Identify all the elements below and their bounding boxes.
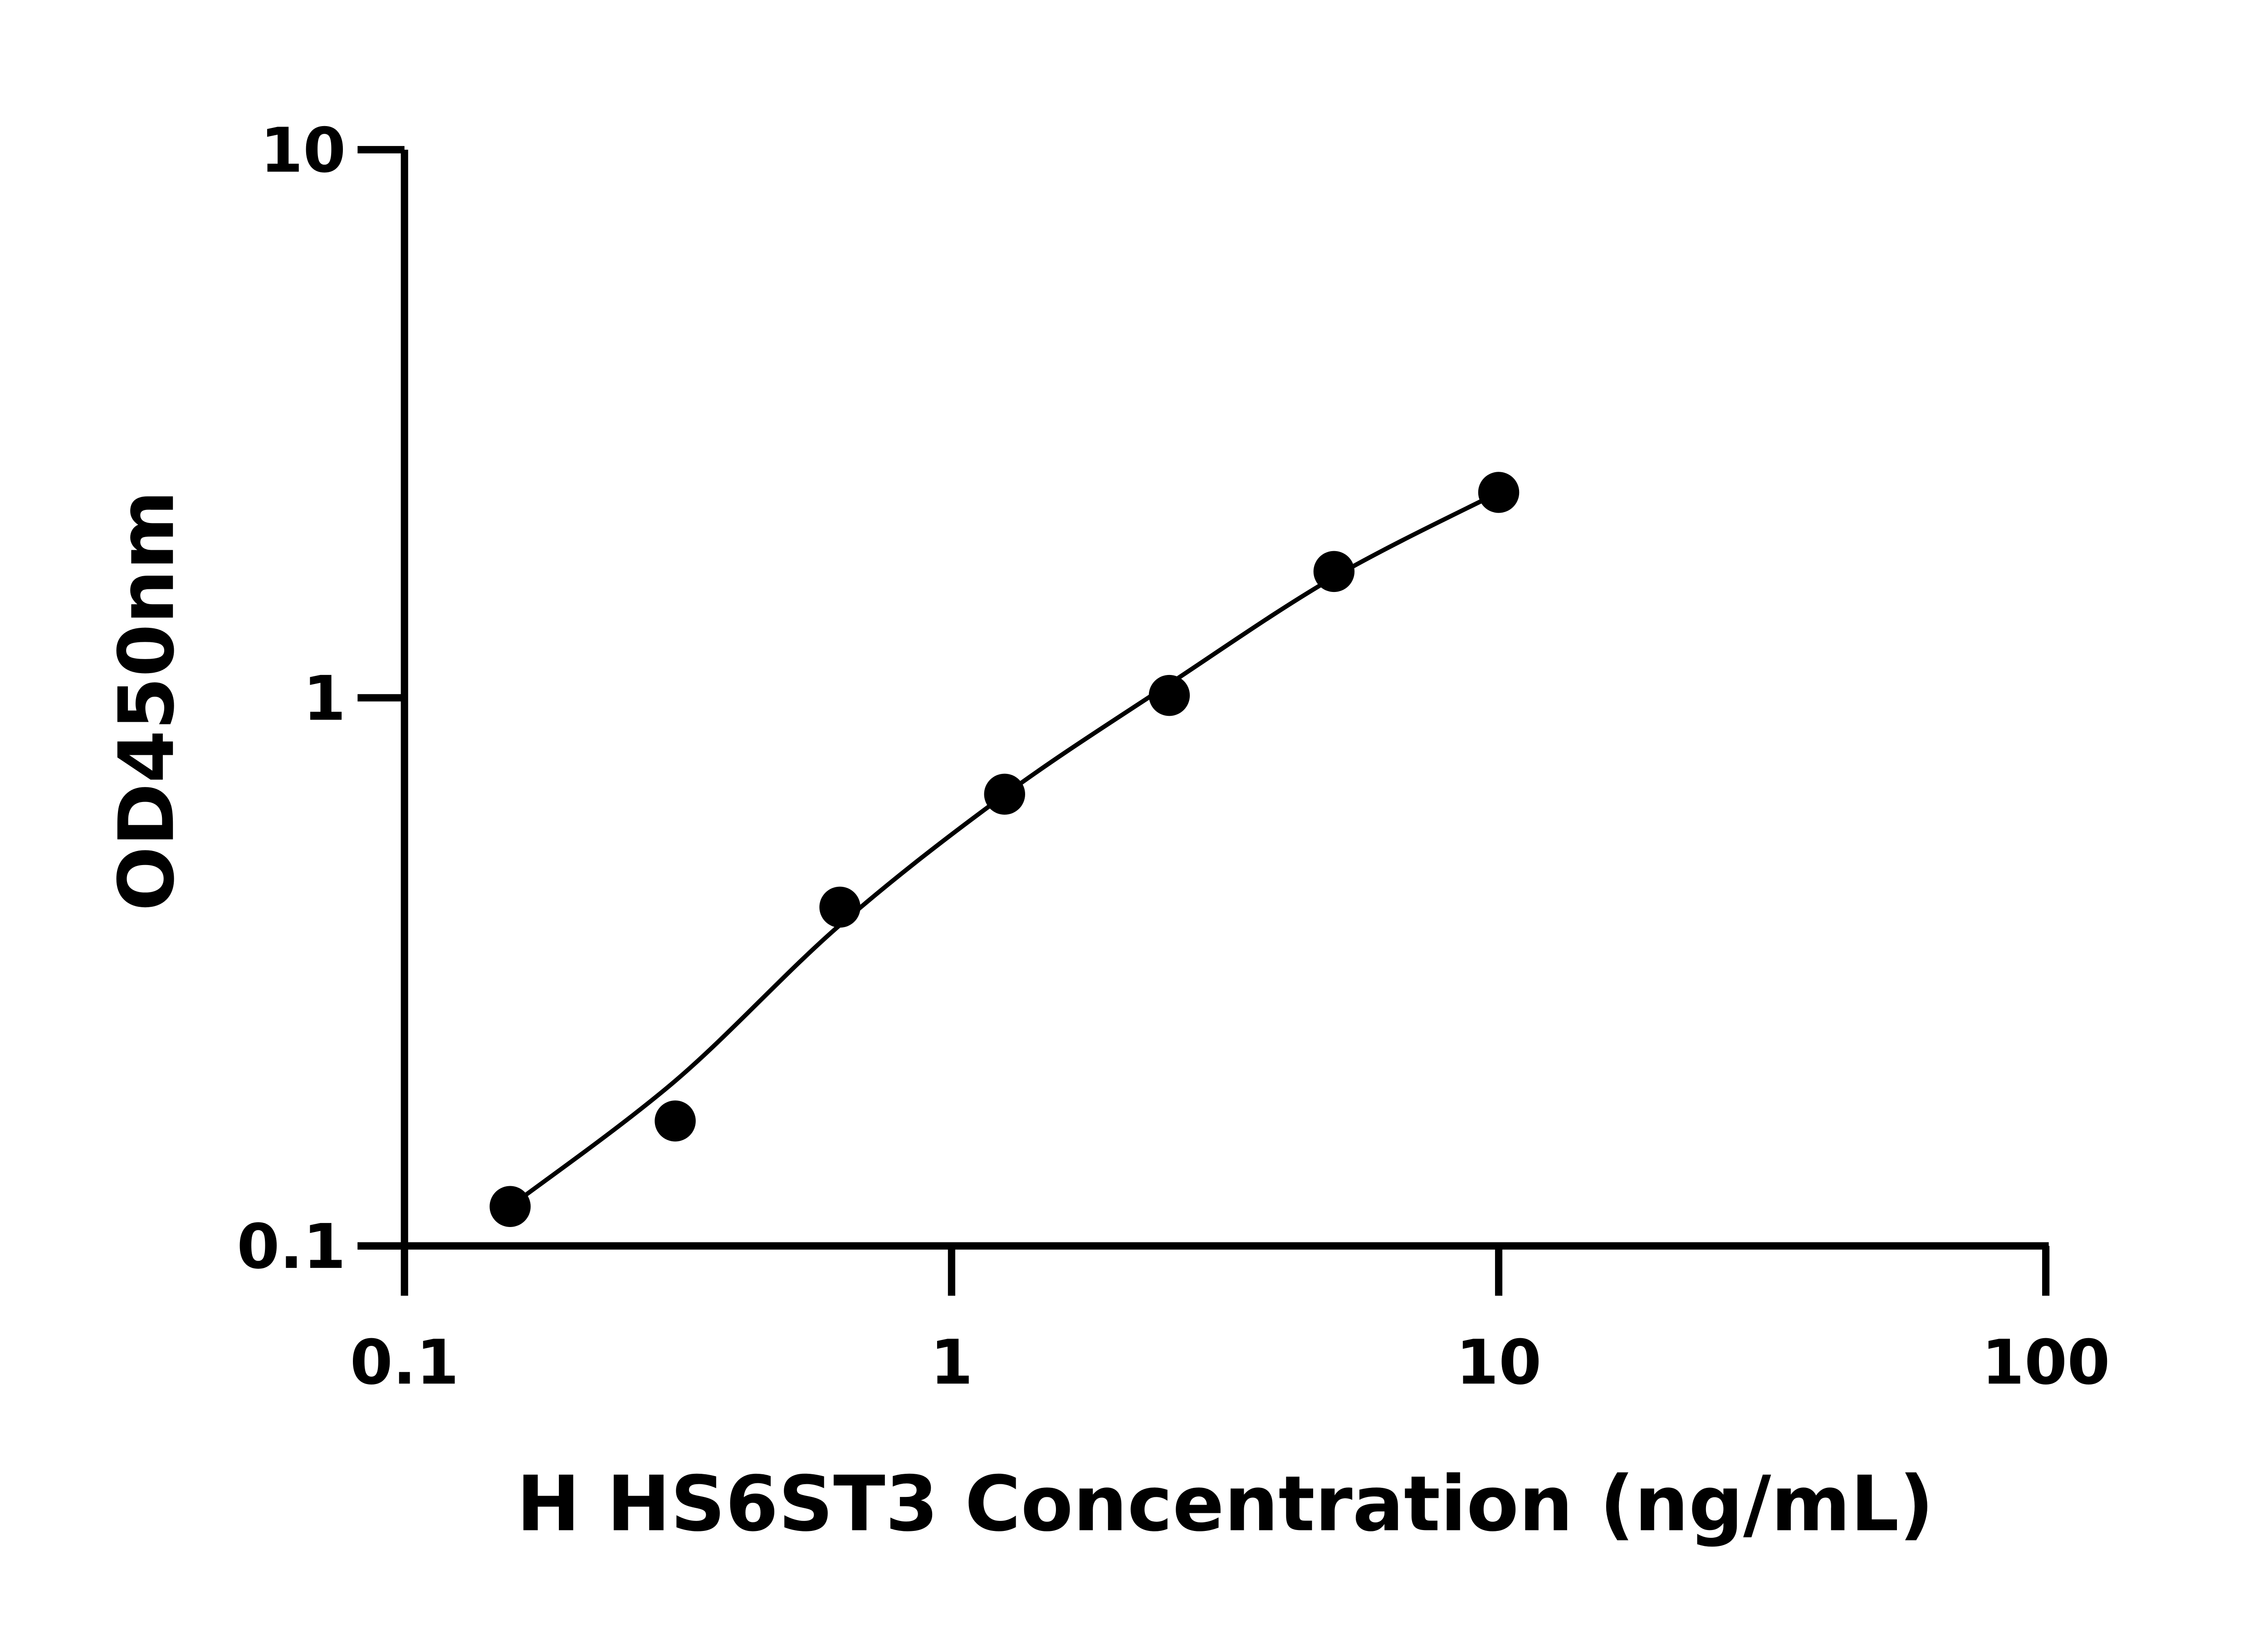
ticks: 0.1 1 10 100 0.1 1 10	[237, 115, 2110, 1398]
axes	[357, 149, 2049, 1250]
x-tick-label: 100	[1982, 1327, 2110, 1398]
data-point	[655, 1100, 696, 1142]
data-point	[984, 773, 1025, 815]
fit-curve	[508, 490, 1500, 1208]
x-tick-label: 0.1	[350, 1327, 459, 1398]
data-point	[1149, 675, 1190, 716]
y-axis-title: OD450nm	[102, 490, 191, 911]
x-tick-label: 1	[930, 1327, 973, 1398]
y-tick-label: 0.1	[237, 1211, 346, 1283]
data-point	[1313, 551, 1355, 592]
data-point	[819, 886, 860, 928]
data-point	[1478, 472, 1520, 513]
data-points	[489, 472, 1520, 1227]
x-tick-label: 10	[1456, 1327, 1542, 1398]
y-tick-label: 1	[303, 663, 346, 735]
data-point	[489, 1186, 531, 1227]
y-tick-label: 10	[260, 115, 346, 186]
x-axis-title: H HS6ST3 Concentration (ng/mL)	[517, 1459, 1934, 1548]
